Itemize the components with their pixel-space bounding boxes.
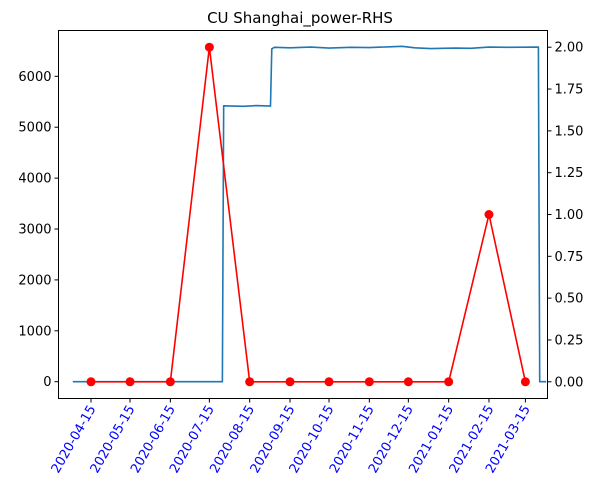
left-y-tick-label: 2000 — [18, 273, 51, 288]
left-y-tick-label: 4000 — [18, 172, 51, 187]
right-y-tick-label: 0.00 — [555, 375, 584, 390]
series-2-line — [91, 46, 527, 383]
series-2-point — [324, 377, 334, 387]
series-2-point — [245, 377, 255, 387]
right-y-tick-label: 0.25 — [555, 333, 584, 348]
right-y-axis: 0.00 0.25 0.50 0.75 1.00 1.25 1.50 1.75 2.00 — [547, 41, 584, 390]
left-y-axis: 0 1000 2000 3000 4000 5000 6000 — [18, 70, 59, 390]
right-y-tick-label: 1.50 — [555, 124, 584, 139]
series-1-line — [72, 45, 547, 383]
right-y-tick-label: 1.00 — [555, 208, 584, 223]
chart-title: CU Shanghai_power-RHS — [207, 9, 393, 28]
series-2-point — [86, 377, 96, 387]
left-y-tick-label: 3000 — [18, 223, 51, 238]
series-2-point — [285, 377, 295, 387]
left-y-tick-label: 6000 — [18, 70, 51, 85]
series-2-point — [364, 377, 374, 387]
x-axis: 2020-04-152020-05-152020-06-152020-07-15… — [49, 398, 534, 476]
series-2-point — [520, 377, 530, 387]
left-y-tick-label: 5000 — [18, 121, 51, 136]
series-2-point — [403, 377, 413, 387]
right-y-tick-label: 0.75 — [555, 250, 584, 265]
series-2-point — [484, 210, 494, 219]
right-y-tick-label: 1.75 — [555, 83, 584, 98]
series-2-point — [444, 377, 454, 387]
plot-frame — [58, 30, 548, 399]
right-y-tick-label: 1.25 — [555, 166, 584, 181]
left-y-tick-label: 0 — [43, 375, 51, 390]
plot-area — [72, 42, 547, 387]
series-2-point — [125, 377, 135, 387]
right-y-tick-label: 2.00 — [555, 41, 584, 56]
series-2-point — [165, 377, 175, 387]
right-y-tick-label: 0.50 — [555, 292, 584, 307]
left-y-tick-label: 1000 — [18, 324, 51, 339]
series-2-point — [204, 42, 214, 52]
